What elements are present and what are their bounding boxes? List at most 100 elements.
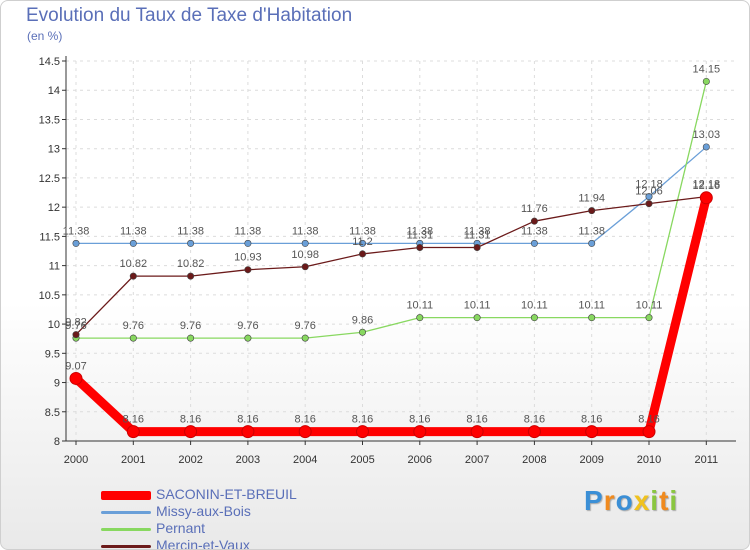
data-point-pernant <box>702 77 710 85</box>
data-point-saconin-et-breuil <box>699 191 713 205</box>
legend-label: Mercin-et-Vaux <box>156 537 250 550</box>
data-point-saconin-et-breuil <box>642 425 656 439</box>
data-point-mercin-et-vaux <box>416 243 424 251</box>
data-point-mercin-et-vaux <box>588 207 596 215</box>
data-label-pernant: 10.11 <box>406 300 433 312</box>
data-point-saconin-et-breuil <box>585 425 599 439</box>
data-point-saconin-et-breuil <box>184 425 198 439</box>
x-tick-label: 2000 <box>64 454 88 466</box>
data-label-pernant: 9.76 <box>237 320 258 332</box>
series-line-saconin-et-breuil <box>71 193 711 437</box>
x-tick-label: 2010 <box>637 454 661 466</box>
y-tick-label: 12.5 <box>39 173 60 185</box>
data-point-mercin-et-vaux <box>129 272 137 280</box>
data-point-pernant <box>588 314 596 322</box>
data-label-mercin-et-vaux: 11.31 <box>464 229 491 241</box>
data-point-mercin-et-vaux <box>358 250 366 258</box>
y-tick-label: 8.5 <box>45 407 60 419</box>
data-point-pernant <box>416 314 424 322</box>
data-label-mercin-et-vaux: 11.2 <box>352 236 373 248</box>
data-point-pernant <box>301 334 309 342</box>
data-point-missy-aux-bois <box>72 239 80 247</box>
data-label-missy-aux-bois: 12.18 <box>635 179 663 191</box>
data-point-saconin-et-breuil <box>356 425 369 439</box>
data-label-pernant: 14.15 <box>693 63 721 75</box>
data-label-mercin-et-vaux: 10.98 <box>291 249 319 261</box>
data-label-saconin-et-breuil: 8.16 <box>524 414 545 426</box>
data-point-missy-aux-bois <box>702 143 710 151</box>
data-point-missy-aux-bois <box>358 239 366 247</box>
logo-letter: i <box>650 485 660 516</box>
x-tick-label: 2002 <box>178 454 202 466</box>
data-label-missy-aux-bois: 11.38 <box>578 225 605 237</box>
legend-label: Missy-aux-Bois <box>156 503 251 519</box>
y-tick-label: 12 <box>48 202 60 214</box>
data-label-mercin-et-vaux: 10.82 <box>120 258 148 270</box>
data-label-pernant: 9.76 <box>65 320 86 332</box>
data-label-mercin-et-vaux: 10.93 <box>234 252 262 264</box>
data-label-missy-aux-bois: 13.03 <box>693 129 721 141</box>
data-label-pernant: 9.86 <box>352 314 373 326</box>
data-point-pernant <box>358 328 366 336</box>
data-label-saconin-et-breuil: 8.16 <box>180 414 201 426</box>
data-point-pernant <box>530 314 538 322</box>
data-label-missy-aux-bois: 11.38 <box>292 225 319 237</box>
data-label-saconin-et-breuil: 8.16 <box>581 414 602 426</box>
data-point-mercin-et-vaux <box>244 266 252 274</box>
data-label-pernant: 9.76 <box>180 320 201 332</box>
data-label-missy-aux-bois: 11.38 <box>464 225 491 237</box>
y-tick-label: 14.5 <box>39 56 60 68</box>
data-label-mercin-et-vaux: 10.82 <box>177 258 205 270</box>
data-label-mercin-et-vaux: 9.82 <box>65 317 86 329</box>
data-label-missy-aux-bois: 11.38 <box>406 225 433 237</box>
data-label-missy-aux-bois: 11.38 <box>235 225 262 237</box>
data-point-pernant <box>473 314 481 322</box>
legend-swatch <box>101 511 151 514</box>
data-point-saconin-et-breuil <box>241 425 255 439</box>
data-label-saconin-et-breuil: 12.16 <box>693 180 721 192</box>
data-label-mercin-et-vaux: 12.18 <box>693 179 721 191</box>
data-point-saconin-et-breuil <box>527 425 541 439</box>
y-tick-label: 11 <box>49 261 60 273</box>
data-point-mercin-et-vaux <box>473 243 481 251</box>
logo-letter: P <box>584 485 604 516</box>
data-label-pernant: 9.76 <box>123 320 144 332</box>
x-tick-label: 2003 <box>236 454 260 466</box>
data-point-saconin-et-breuil <box>413 425 427 439</box>
chart-title: Evolution du Taux de Taxe d'Habitation <box>26 5 353 26</box>
data-point-missy-aux-bois <box>645 193 653 201</box>
data-label-missy-aux-bois: 11.38 <box>349 225 376 237</box>
legend-swatch <box>101 545 151 548</box>
series-line-pernant <box>75 80 707 339</box>
y-tick-label: 10 <box>48 319 60 331</box>
data-point-pernant <box>187 334 195 342</box>
data-point-missy-aux-bois <box>244 239 252 247</box>
data-label-mercin-et-vaux: 11.94 <box>578 193 605 205</box>
data-point-missy-aux-bois <box>588 239 596 247</box>
data-label-pernant: 10.11 <box>636 300 663 312</box>
data-point-saconin-et-breuil <box>470 425 484 439</box>
x-tick-label: 2001 <box>121 454 145 466</box>
data-label-saconin-et-breuil: 8.16 <box>237 414 258 426</box>
x-tick-label: 2009 <box>579 454 603 466</box>
y-axis-unit-label: (en %) <box>27 29 63 43</box>
y-tick-label: 9 <box>54 378 60 390</box>
x-tick-label: 2006 <box>408 454 432 466</box>
data-label-pernant: 10.11 <box>521 300 548 312</box>
y-tick-label: 14 <box>48 85 60 97</box>
y-tick-label: 9.5 <box>45 348 60 360</box>
data-label-mercin-et-vaux: 12.06 <box>635 186 663 198</box>
data-point-missy-aux-bois <box>129 239 137 247</box>
data-point-saconin-et-breuil <box>69 371 83 385</box>
data-label-pernant: 9.76 <box>294 320 315 332</box>
data-label-saconin-et-breuil: 8.16 <box>466 414 487 426</box>
data-point-mercin-et-vaux <box>72 331 80 339</box>
data-point-saconin-et-breuil <box>298 425 312 439</box>
series-line-missy-aux-bois <box>75 146 707 245</box>
data-label-saconin-et-breuil: 8.16 <box>409 414 430 426</box>
data-point-pernant <box>129 334 137 342</box>
x-tick-label: 2007 <box>465 454 489 466</box>
legend-swatch <box>101 491 151 500</box>
data-point-missy-aux-bois <box>187 239 195 247</box>
